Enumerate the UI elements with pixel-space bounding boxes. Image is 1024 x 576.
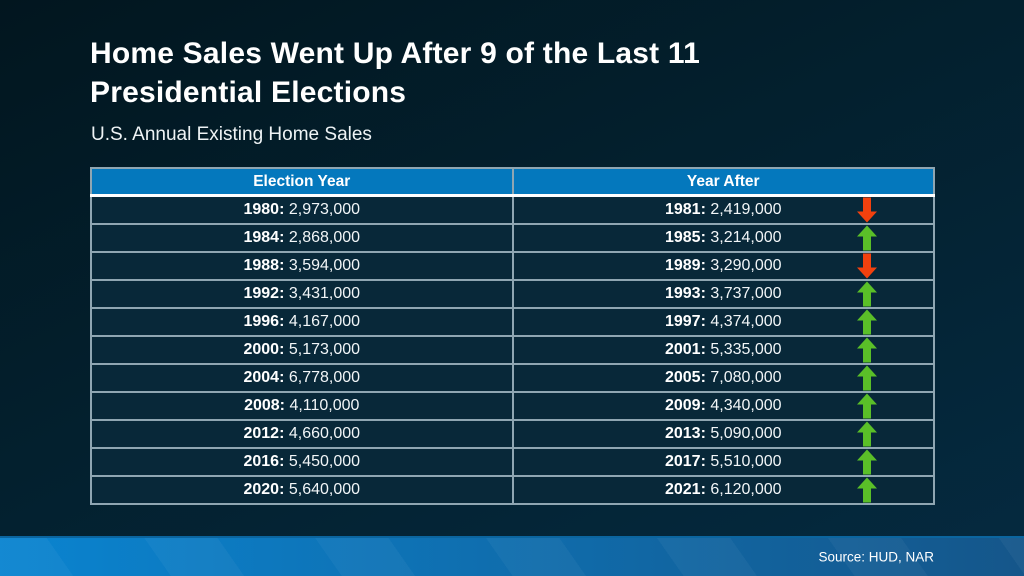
year-after-cell: 1997: 4,374,000 [511, 307, 935, 337]
year-after-cell: 2005: 7,080,000 [511, 363, 935, 393]
year-after-label: 1997: [664, 313, 706, 330]
election-year-value: 3,431,000 [288, 285, 361, 302]
election-year-cell: 2008: 4,110,000 [90, 391, 514, 421]
year-after-label: 2017: [664, 453, 706, 470]
election-year-cell: 1988: 3,594,000 [90, 251, 514, 281]
page-title: Home Sales Went Up After 9 of the Last 1… [90, 37, 701, 109]
election-year-value: 5,640,000 [288, 481, 361, 498]
election-year-value: 4,660,000 [288, 425, 361, 442]
election-year-label: 1992: [243, 285, 285, 302]
year-after-cell: 2001: 5,335,000 [511, 335, 935, 365]
up-arrow-icon [857, 477, 877, 503]
election-year-label: 2020: [243, 481, 285, 498]
election-year-cell: 1980: 2,973,000 [90, 194, 514, 225]
year-after-value: 4,374,000 [710, 313, 782, 330]
table-row: 2004: 6,778,000 2005: 7,080,000 [90, 363, 935, 393]
table-header-row: Election Year Year After [90, 167, 935, 197]
election-year-value: 3,594,000 [288, 257, 361, 274]
election-year-label: 2012: [243, 425, 285, 442]
year-after-label: 2001: [664, 341, 706, 358]
election-year-cell: 2004: 6,778,000 [90, 363, 514, 393]
election-year-value: 6,778,000 [288, 369, 361, 386]
election-year-label: 1980: [243, 201, 285, 218]
election-year-cell: 2000: 5,173,000 [90, 335, 514, 365]
up-arrow-icon [857, 365, 877, 391]
election-year-cell: 2020: 5,640,000 [90, 475, 514, 505]
column-header-election-year: Election Year [90, 167, 514, 197]
year-after-label: 1993: [664, 285, 706, 302]
year-after-label: 2021: [664, 481, 706, 498]
up-arrow-icon [857, 225, 877, 251]
up-arrow-icon [857, 421, 877, 447]
table-row: 2020: 5,640,000 2021: 6,120,000 [90, 475, 935, 505]
home-sales-table: Election Year Year After 1980: 2,973,000… [90, 167, 935, 505]
year-after-value: 7,080,000 [710, 369, 782, 386]
down-arrow-icon [857, 253, 877, 279]
table-body: 1980: 2,973,000 1981: 2,419,000 1984: 2,… [90, 194, 935, 505]
election-year-label: 1984: [243, 229, 285, 246]
up-arrow-icon [857, 309, 877, 335]
election-year-cell: 2012: 4,660,000 [90, 419, 514, 449]
up-arrow-icon [857, 393, 877, 419]
year-after-label: 2009: [664, 397, 706, 414]
year-after-value: 5,090,000 [710, 425, 782, 442]
table-row: 2000: 5,173,000 2001: 5,335,000 [90, 335, 935, 365]
election-year-label: 2000: [243, 341, 285, 358]
year-after-label: 2005: [664, 369, 706, 386]
year-after-value: 6,120,000 [710, 481, 782, 498]
election-year-value: 2,868,000 [288, 229, 361, 246]
table-row: 1980: 2,973,000 1981: 2,419,000 [90, 194, 935, 225]
table-row: 2016: 5,450,000 2017: 5,510,000 [90, 447, 935, 477]
up-arrow-icon [857, 337, 877, 363]
election-year-value: 5,173,000 [288, 341, 361, 358]
year-after-cell: 1989: 3,290,000 [511, 251, 935, 281]
column-header-year-after: Year After [511, 167, 935, 197]
election-year-value: 5,450,000 [288, 453, 361, 470]
year-after-label: 1981: [664, 201, 706, 218]
source-text: Source: HUD, NAR [818, 549, 934, 565]
year-after-value: 4,340,000 [710, 397, 782, 414]
election-year-cell: 1996: 4,167,000 [90, 307, 514, 337]
year-after-value: 3,290,000 [710, 257, 782, 274]
down-arrow-icon [857, 197, 877, 223]
year-after-cell: 1993: 3,737,000 [511, 279, 935, 309]
up-arrow-icon [857, 449, 877, 475]
election-year-label: 1996: [243, 313, 285, 330]
election-year-label: 2004: [243, 369, 285, 386]
year-after-cell: 1981: 2,419,000 [511, 194, 935, 225]
year-after-cell: 2013: 5,090,000 [511, 419, 935, 449]
election-year-label: 2016: [243, 453, 285, 470]
year-after-value: 3,214,000 [710, 229, 782, 246]
election-year-label: 1988: [243, 257, 285, 274]
election-year-value: 4,167,000 [288, 313, 361, 330]
year-after-cell: 2021: 6,120,000 [511, 475, 935, 505]
year-after-value: 5,335,000 [710, 341, 782, 358]
year-after-cell: 2017: 5,510,000 [511, 447, 935, 477]
up-arrow-icon [857, 281, 877, 307]
year-after-value: 3,737,000 [710, 285, 782, 302]
subtitle: U.S. Annual Existing Home Sales [91, 124, 372, 145]
table-row: 1996: 4,167,000 1997: 4,374,000 [90, 307, 935, 337]
table-row: 1984: 2,868,000 1985: 3,214,000 [90, 223, 935, 253]
year-after-label: 1989: [664, 257, 706, 274]
year-after-value: 2,419,000 [710, 201, 782, 218]
year-after-label: 1985: [664, 229, 706, 246]
table-row: 1988: 3,594,000 1989: 3,290,000 [90, 251, 935, 281]
table-row: 1992: 3,431,000 1993: 3,737,000 [90, 279, 935, 309]
election-year-cell: 1984: 2,868,000 [90, 223, 514, 253]
election-year-label: 2008: [244, 397, 285, 414]
table-row: 2012: 4,660,000 2013: 5,090,000 [90, 419, 935, 449]
footer-bar: Source: HUD, NAR [0, 536, 1024, 576]
election-year-cell: 2016: 5,450,000 [90, 447, 514, 477]
election-year-cell: 1992: 3,431,000 [90, 279, 514, 309]
election-year-value: 2,973,000 [288, 201, 361, 218]
year-after-label: 2013: [664, 425, 706, 442]
table-row: 2008: 4,110,000 2009: 4,340,000 [90, 391, 935, 421]
year-after-cell: 1985: 3,214,000 [511, 223, 935, 253]
election-year-value: 4,110,000 [289, 397, 360, 414]
year-after-cell: 2009: 4,340,000 [511, 391, 935, 421]
year-after-value: 5,510,000 [710, 453, 782, 470]
